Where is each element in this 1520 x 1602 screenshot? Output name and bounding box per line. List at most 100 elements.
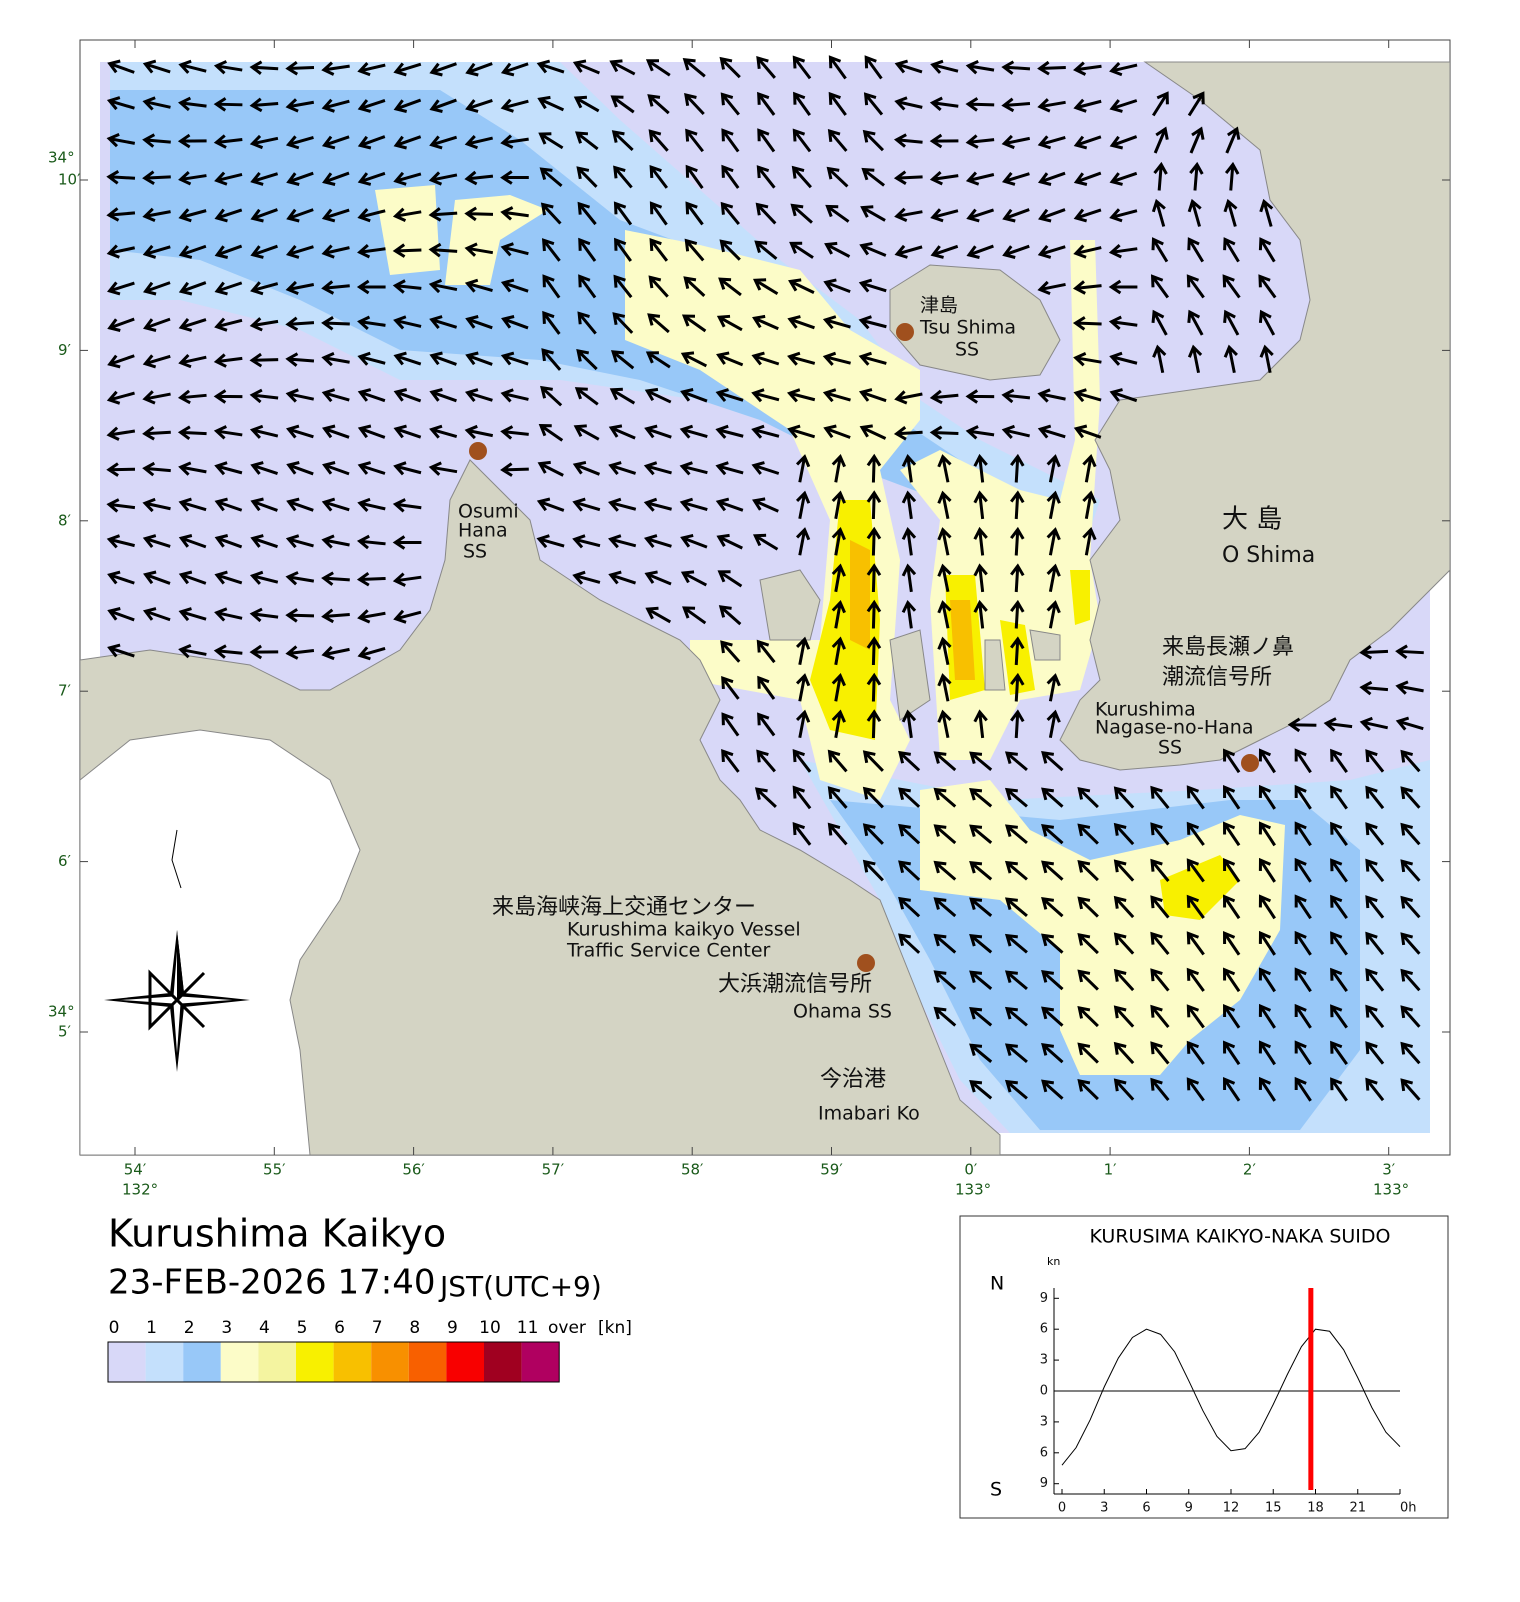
- current-arrow: [1294, 967, 1312, 993]
- current-arrow: [142, 461, 171, 477]
- current-arrow: [715, 388, 744, 403]
- current-arrow: [827, 822, 848, 846]
- current-arrow: [285, 608, 315, 623]
- current-arrow: [644, 387, 672, 404]
- y-tick-label: 9: [1040, 1476, 1048, 1491]
- current-arrow: [357, 497, 386, 512]
- current-arrow: [285, 571, 315, 586]
- current-arrow: [754, 787, 777, 808]
- current-arrow: [500, 98, 529, 113]
- current-arrow: [1395, 716, 1424, 731]
- current-arrow: [178, 461, 207, 476]
- x-tick-label: 6: [1142, 1501, 1150, 1516]
- current-arrow: [1004, 933, 1028, 954]
- current-arrow: [1041, 787, 1064, 808]
- current-arrow: [720, 201, 740, 226]
- current-arrow: [1152, 344, 1167, 374]
- current-arrow: [572, 59, 600, 75]
- current-arrow: [1082, 490, 1097, 520]
- current-arrow: [178, 643, 207, 659]
- current-arrow: [1223, 784, 1241, 810]
- place-label: 大浜潮流信号所: [718, 972, 872, 997]
- current-arrow: [751, 351, 780, 366]
- current-arrow: [1258, 857, 1276, 883]
- legend-label: 1: [146, 1318, 157, 1338]
- current-arrow: [643, 534, 672, 549]
- current-arrow: [610, 95, 635, 114]
- lon-tick-label: 56′: [402, 1161, 425, 1179]
- current-arrow: [613, 274, 633, 299]
- current-arrow: [1109, 62, 1138, 77]
- current-arrow: [898, 787, 921, 808]
- current-arrow: [1037, 60, 1066, 76]
- current-arrow: [1400, 932, 1421, 955]
- current-arrow: [1150, 822, 1170, 846]
- current-arrow: [321, 61, 350, 76]
- x-tick-label: 3: [1100, 1501, 1108, 1516]
- current-arrow: [249, 388, 279, 404]
- current-arrow: [1046, 527, 1061, 556]
- current-arrow: [357, 243, 386, 259]
- current-arrow: [755, 202, 777, 225]
- current-arrow: [862, 823, 884, 845]
- current-arrow: [1037, 244, 1066, 259]
- current-arrow: [1010, 526, 1025, 556]
- legend-label: 4: [259, 1318, 270, 1338]
- current-arrow: [679, 461, 708, 476]
- x-tick-label: 21: [1349, 1501, 1366, 1516]
- lon-tick-label: 54′: [124, 1161, 147, 1179]
- current-arrow: [142, 96, 171, 111]
- current-arrow: [1258, 894, 1276, 920]
- current-arrow: [1223, 344, 1238, 374]
- current-arrow: [901, 599, 917, 629]
- current-arrow: [178, 281, 207, 296]
- current-arrow: [540, 202, 562, 225]
- current-arrow: [973, 563, 988, 593]
- current-arrow: [285, 645, 315, 660]
- current-arrow: [685, 164, 704, 189]
- current-arrow: [718, 277, 742, 297]
- current-arrow: [1150, 858, 1170, 883]
- lat-tick-label: 10′: [58, 171, 81, 189]
- current-arrow: [500, 278, 529, 293]
- current-arrow: [831, 563, 846, 593]
- current-arrow: [214, 244, 243, 259]
- current-arrow: [501, 315, 529, 330]
- current-arrow: [500, 170, 529, 185]
- current-arrow: [1150, 1004, 1170, 1029]
- current-arrow: [1151, 237, 1169, 263]
- place-label: Ohama SS: [793, 1001, 892, 1023]
- current-arrow: [827, 129, 848, 152]
- current-arrow: [609, 387, 636, 405]
- current-arrow: [1365, 858, 1385, 883]
- current-arrow: [795, 673, 811, 702]
- current-arrow: [901, 526, 917, 556]
- current-arrow: [1186, 894, 1205, 919]
- current-arrow: [608, 424, 636, 440]
- current-arrow: [1365, 931, 1385, 956]
- current-arrow: [894, 244, 923, 259]
- current-arrow: [214, 534, 243, 549]
- current-arrow: [392, 279, 422, 294]
- current-arrow: [965, 171, 995, 186]
- current-arrow: [1150, 1041, 1170, 1065]
- current-arrow: [1073, 244, 1102, 259]
- current-arrow: [973, 599, 988, 629]
- current-arrow: [719, 239, 741, 261]
- current-arrow: [965, 60, 995, 75]
- legend-swatch: [333, 1342, 372, 1382]
- current-arrow: [577, 201, 597, 226]
- place-label: 津島: [920, 295, 958, 317]
- current-arrow: [1365, 822, 1385, 846]
- current-arrow: [1004, 1079, 1028, 1100]
- current-arrow: [858, 315, 887, 330]
- current-arrow: [249, 607, 279, 623]
- current-arrow: [1189, 126, 1205, 154]
- current-arrow: [107, 354, 135, 369]
- current-arrow: [790, 203, 813, 224]
- current-arrow: [795, 490, 811, 520]
- place-label: Osumi: [458, 501, 519, 523]
- current-arrow: [500, 206, 529, 221]
- y-unit: kn: [1047, 1255, 1060, 1268]
